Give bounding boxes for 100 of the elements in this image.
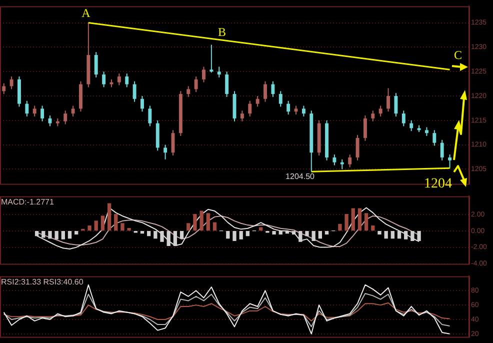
bar <box>186 223 190 231</box>
annotation: 1204 <box>424 176 452 192</box>
candlestick <box>202 66 206 83</box>
bar <box>390 230 394 239</box>
candlestick <box>217 66 221 78</box>
bar <box>74 230 78 234</box>
bar <box>312 230 316 242</box>
bar <box>193 214 197 231</box>
candlestick <box>340 158 344 170</box>
bar <box>206 213 210 231</box>
candlestick <box>140 95 144 112</box>
bar <box>246 230 250 236</box>
candlestick <box>278 90 282 108</box>
candlestick <box>210 44 214 74</box>
bar <box>160 230 164 242</box>
annotation: A <box>82 6 91 20</box>
bar <box>88 226 92 231</box>
bar <box>100 216 105 231</box>
candlestick <box>10 76 14 90</box>
candlestick <box>225 71 229 98</box>
bar <box>285 230 290 234</box>
bar <box>278 230 282 234</box>
bar <box>34 230 39 236</box>
bar <box>68 230 72 239</box>
candlestick <box>440 139 444 161</box>
chart-title: MACD:-1.2771 <box>1 197 54 206</box>
candlestick <box>25 100 29 117</box>
candlestick <box>371 110 375 122</box>
bar <box>120 223 124 231</box>
chart-title: RSI2:31.33 RSI3:40.60 <box>1 277 84 286</box>
candlestick <box>64 110 68 125</box>
bar <box>324 230 329 234</box>
bar <box>371 226 375 231</box>
bar <box>200 210 204 231</box>
candlestick <box>363 114 367 142</box>
candlestick <box>386 88 390 112</box>
candlestick <box>40 105 44 122</box>
candlestick <box>132 80 136 102</box>
bar <box>114 214 118 231</box>
bar <box>298 230 302 242</box>
candlestick <box>332 154 336 166</box>
bar <box>318 230 322 239</box>
bar <box>305 230 309 236</box>
annotation: B <box>218 25 226 40</box>
candlestick <box>194 76 198 93</box>
bar <box>344 214 348 231</box>
candlestick <box>2 82 6 95</box>
bar <box>232 230 236 242</box>
bar <box>94 220 98 231</box>
bar <box>154 230 158 239</box>
candlestick <box>94 52 98 78</box>
candlestick <box>240 110 244 122</box>
candlestick <box>302 105 306 117</box>
bar <box>272 230 276 234</box>
bar <box>292 230 296 234</box>
bar <box>42 230 46 238</box>
bar <box>378 230 382 234</box>
candlestick <box>256 95 260 108</box>
bar <box>107 203 112 231</box>
bar <box>127 228 131 231</box>
bar <box>338 224 342 231</box>
bar <box>384 230 388 239</box>
candlestick <box>48 114 52 127</box>
annotation: 1204.50 <box>286 172 316 182</box>
candlestick <box>32 105 36 117</box>
bar <box>48 230 52 239</box>
bar <box>259 227 263 231</box>
bar <box>358 208 362 231</box>
candlestick <box>102 71 106 88</box>
candlestick <box>186 86 190 98</box>
bar <box>54 230 58 240</box>
bar <box>180 230 184 239</box>
candlestick <box>286 100 290 116</box>
candlestick <box>117 73 121 86</box>
candlestick <box>448 154 452 169</box>
candlestick <box>148 105 152 127</box>
bar <box>364 213 368 231</box>
candlestick <box>410 120 414 132</box>
bar <box>404 230 408 240</box>
bar <box>417 230 421 242</box>
bar <box>173 230 178 246</box>
bar <box>410 230 414 242</box>
candlestick <box>71 105 75 117</box>
candlestick <box>125 73 129 88</box>
candlestick <box>378 105 382 117</box>
candlestick <box>264 80 267 102</box>
bar <box>147 230 151 236</box>
candlestick <box>348 154 352 168</box>
candlestick <box>271 80 275 98</box>
bar <box>397 230 402 239</box>
bar <box>226 230 230 239</box>
bar <box>351 208 355 231</box>
bar <box>140 230 144 234</box>
candlestick <box>432 130 436 146</box>
candlestick <box>248 100 252 117</box>
bar <box>166 230 170 246</box>
bar <box>239 230 243 240</box>
candlestick <box>402 110 406 127</box>
bar <box>61 230 65 240</box>
candlestick <box>164 144 168 160</box>
